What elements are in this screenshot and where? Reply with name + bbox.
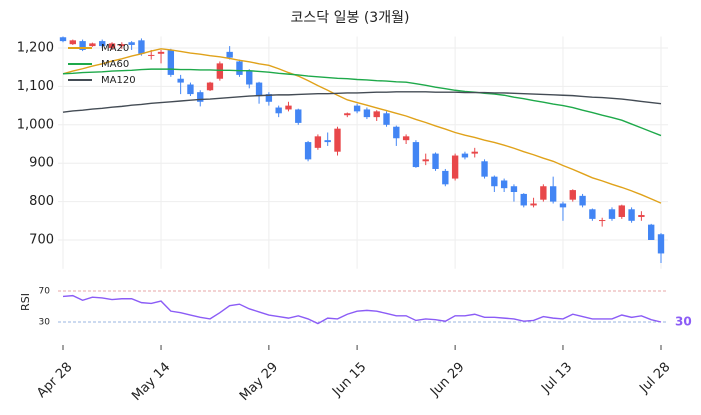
candle-body: [295, 109, 302, 123]
candle-body: [442, 170, 449, 185]
candle-body: [216, 63, 224, 79]
x-tick-label: May 14: [129, 360, 173, 404]
candle-body: [99, 41, 106, 47]
candle-body: [314, 136, 322, 148]
candle-body: [451, 155, 459, 179]
y-tick-label: 800: [29, 194, 54, 209]
candle-body: [138, 40, 145, 54]
candle-body: [167, 49, 175, 75]
candle-body: [402, 136, 410, 141]
y-tick-label: 1,200: [17, 41, 54, 56]
y-tick-label: 70: [39, 287, 51, 297]
candle-body: [89, 43, 96, 47]
candle-body: [491, 176, 498, 187]
candle-body: [500, 180, 508, 189]
candle-body: [236, 61, 243, 75]
candle-body: [520, 193, 527, 206]
y-tick-label: 1,100: [17, 79, 54, 94]
candle-body: [628, 209, 635, 221]
candle-body: [226, 51, 233, 58]
candle-body: [177, 78, 184, 83]
rsi-last-label: 30: [675, 315, 692, 329]
x-tick-label: Jun 15: [329, 360, 369, 400]
x-tick-label: Jul 13: [538, 360, 575, 397]
candle-body: [579, 195, 586, 206]
y-tick-label: 30: [39, 318, 51, 328]
candle-body: [353, 105, 361, 112]
candle-body: [648, 224, 655, 241]
x-tick-label: Jul 28: [636, 360, 673, 397]
candle-body: [128, 42, 135, 45]
candle-body: [344, 113, 351, 116]
x-tick-label: Apr 28: [34, 360, 75, 401]
x-tick-label: Jun 29: [427, 360, 467, 400]
candle-body: [79, 41, 86, 50]
candle-body: [412, 142, 420, 168]
legend-label: MA120: [101, 75, 136, 86]
ma-line: [62, 68, 662, 137]
candle-body: [393, 126, 400, 139]
candle-body: [363, 109, 371, 118]
legend-label: MA60: [101, 59, 129, 70]
rsi-axis-label: RSI: [19, 293, 32, 311]
candle-body: [510, 186, 518, 193]
candle-body: [285, 105, 292, 110]
chart-title: 코스닥 일봉 (3개월): [291, 10, 410, 26]
legend-label: MA20: [101, 43, 129, 54]
candle-body: [598, 220, 606, 222]
candle-body: [481, 161, 488, 177]
candle-body: [569, 190, 576, 200]
candle-body: [304, 142, 312, 160]
candle-body: [275, 107, 282, 114]
candle-body: [461, 153, 469, 158]
candle-body: [206, 82, 214, 91]
candle-body: [589, 209, 596, 219]
candle-body: [471, 151, 478, 154]
candle-body: [187, 84, 194, 95]
candle-body: [69, 40, 76, 45]
ma-line: [62, 91, 662, 113]
candle-body: [324, 140, 331, 143]
candle-body: [549, 186, 557, 202]
candle-body: [638, 215, 645, 217]
candle-body: [432, 153, 439, 169]
candle-body: [157, 51, 165, 54]
candle-body: [422, 159, 429, 162]
rsi-line: [62, 294, 662, 325]
candle-body: [148, 54, 155, 56]
y-tick-label: 1,000: [17, 117, 54, 132]
candle-body: [334, 128, 341, 152]
y-tick-label: 900: [29, 156, 54, 171]
candle-body: [246, 71, 253, 85]
candle-body: [118, 44, 126, 47]
candle-body: [265, 94, 273, 102]
candle-body: [197, 92, 204, 102]
candle-body: [530, 203, 537, 206]
candle-body: [559, 203, 567, 208]
candle-body: [540, 186, 547, 200]
candle-body: [608, 209, 616, 219]
x-tick-label: May 29: [237, 360, 281, 404]
candle-body: [373, 111, 380, 118]
candle-body: [255, 82, 263, 97]
y-tick-label: 700: [29, 233, 54, 248]
candle-body: [383, 113, 390, 125]
candle-body: [59, 37, 67, 42]
candle-body: [618, 205, 625, 217]
candle-body: [108, 43, 116, 49]
candle-body: [657, 234, 665, 254]
ma-line: [62, 48, 662, 204]
